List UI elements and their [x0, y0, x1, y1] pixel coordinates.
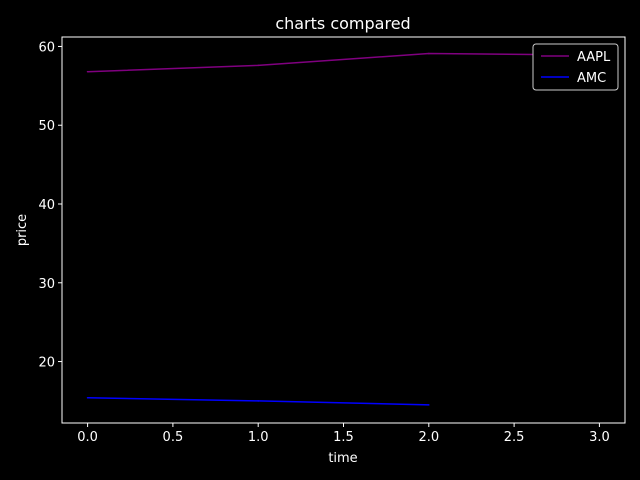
plot-content [86, 52, 601, 406]
x-tick-label: 1.5 [333, 430, 354, 445]
legend: AAPL AMC [532, 43, 619, 91]
x-tick-label: 2.0 [418, 430, 439, 445]
data-point-amc [86, 396, 89, 399]
x-axis-label: time [328, 451, 357, 466]
y-axis: 20 30 40 50 60 [38, 40, 62, 371]
x-tick-label: 1.0 [248, 430, 269, 445]
y-tick-label: 30 [38, 277, 55, 292]
data-point-amc [428, 404, 430, 406]
series-line-aapl [87, 52, 600, 73]
x-tick-label: 3.0 [589, 430, 610, 445]
y-tick-label: 50 [38, 119, 55, 134]
y-tick-label: 20 [38, 356, 55, 371]
data-point-aapl [257, 64, 259, 67]
data-point-amc [257, 400, 259, 402]
data-point-aapl [86, 70, 89, 73]
data-point-aapl [428, 52, 430, 55]
chart-title: charts compared [275, 14, 410, 33]
legend-label-aapl: AAPL [577, 50, 611, 65]
x-axis: 0.0 0.5 1.0 1.5 2.0 2.5 3.0 [77, 423, 610, 445]
y-tick-label: 40 [38, 198, 55, 213]
x-tick-label: 0.5 [163, 430, 184, 445]
legend-label-amc: AMC [577, 71, 606, 86]
y-tick-label: 60 [38, 40, 55, 55]
x-tick-label: 2.5 [504, 430, 525, 445]
y-axis-label: price [15, 214, 30, 246]
x-tick-label: 0.0 [77, 430, 98, 445]
